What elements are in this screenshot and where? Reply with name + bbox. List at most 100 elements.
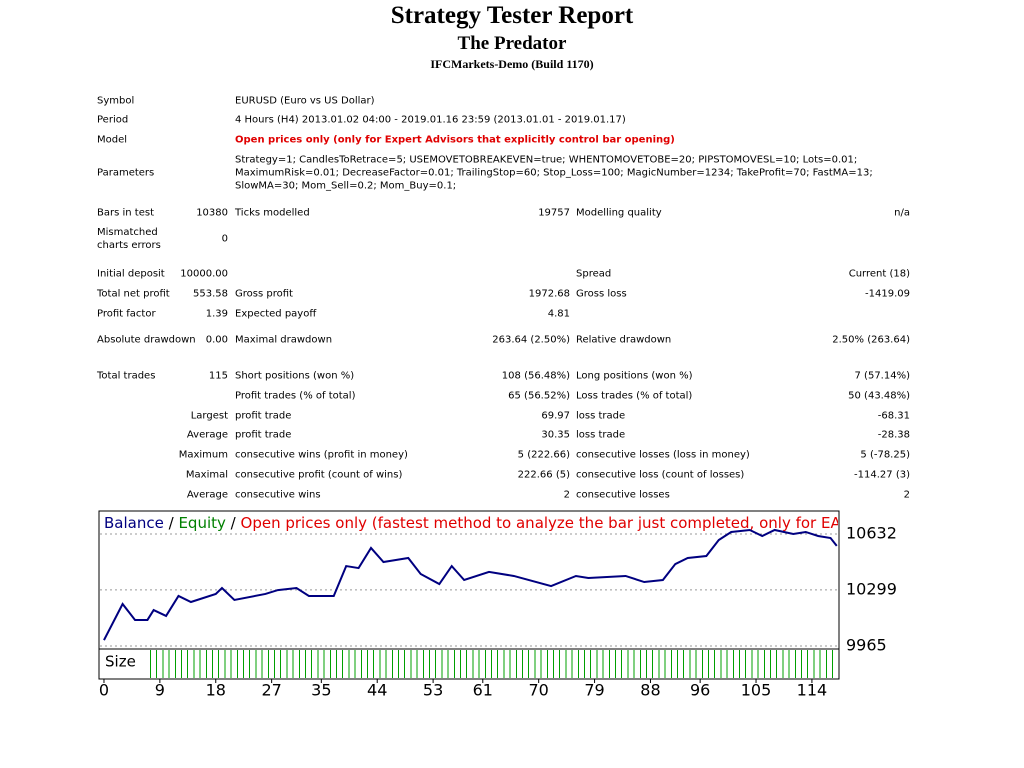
result-value: 1.39	[205, 308, 228, 320]
result-label: Short positions (won %)	[235, 370, 355, 382]
result-label: consecutive losses	[576, 489, 670, 501]
result-label: Profit factor	[97, 308, 156, 320]
x-tick-label: 44	[367, 681, 387, 700]
result-label: consecutive wins	[235, 489, 321, 501]
result-value: 553.58	[193, 288, 228, 300]
result-value: Maximum	[178, 449, 228, 461]
legend-separator: /	[169, 514, 175, 532]
result-label: Long positions (won %)	[576, 370, 693, 382]
result-label: Profit trades (% of total)	[235, 390, 356, 402]
x-tick-label: 79	[584, 681, 604, 700]
y-tick-label: 10299	[846, 579, 897, 598]
x-tick-label: 105	[741, 681, 772, 700]
x-tick-label: 114	[797, 681, 828, 700]
x-tick-label: 18	[206, 681, 226, 700]
result-value: 65 (56.52%)	[508, 390, 570, 402]
legend-model: Open prices only (fastest method to anal…	[241, 514, 884, 532]
result-label: Gross loss	[576, 288, 627, 300]
svg-text:Balance / Equity / Open prices: Balance / Equity / Open prices only (fas…	[104, 514, 884, 532]
result-value: 69.97	[541, 410, 570, 422]
setting-label: Parameters	[97, 167, 155, 179]
report-subtitle: The Predator	[457, 33, 567, 54]
result-label: Modelling quality	[576, 207, 662, 219]
result-label: Spread	[576, 268, 612, 280]
x-tick-label: 88	[640, 681, 660, 700]
result-value: 50 (43.48%)	[848, 390, 910, 402]
result-label: Ticks modelled	[235, 207, 310, 219]
x-tick-label: 9	[155, 681, 165, 700]
result-label: loss trade	[576, 410, 626, 422]
result-label: Bars in test	[97, 207, 154, 219]
result-value: 222.66 (5)	[517, 469, 570, 481]
result-label: Loss trades (% of total)	[576, 390, 693, 402]
setting-label: Symbol	[97, 95, 135, 107]
result-label: consecutive losses (loss in money)	[576, 449, 750, 461]
x-tick-label: 35	[311, 681, 331, 700]
result-value: -28.38	[877, 429, 910, 441]
result-value: Average	[186, 489, 228, 501]
x-tick-label: 96	[690, 681, 710, 700]
result-value: 10380	[196, 207, 228, 219]
result-value: -68.31	[877, 410, 910, 422]
x-tick-label: 61	[473, 681, 493, 700]
x-tick-label: 27	[261, 681, 281, 700]
result-label: Total trades	[97, 370, 156, 382]
result-value: 5 (-78.25)	[860, 449, 910, 461]
result-value: 2	[563, 489, 570, 501]
setting-value: 4 Hours (H4) 2013.01.02 04:00 - 2019.01.…	[235, 114, 626, 126]
result-value: 19757	[538, 207, 570, 219]
result-value: 4.81	[547, 308, 570, 320]
legend-equity: Equity	[178, 514, 226, 532]
legend-separator: /	[231, 514, 237, 532]
y-tick-label: 9965	[846, 635, 887, 654]
legend: Balance / Equity / Open prices only (fas…	[104, 514, 884, 532]
size-bars	[150, 650, 838, 678]
plot-frame	[98, 510, 840, 650]
setting-value: Strategy=1; CandlesToRetrace=5; USEMOVET…	[235, 154, 873, 192]
result-value: Maximal	[185, 469, 228, 481]
result-label: Relative drawdown	[576, 334, 672, 346]
result-label: consecutive loss (count of losses)	[576, 469, 745, 481]
result-value: 2	[903, 489, 910, 501]
result-label: profit trade	[235, 429, 292, 441]
setting-label: Period	[97, 114, 129, 126]
result-label: consecutive wins (profit in money)	[235, 449, 408, 461]
result-value: n/a	[894, 207, 910, 219]
result-value: 1972.68	[528, 288, 570, 300]
result-value: 263.64 (2.50%)	[492, 334, 570, 346]
result-value: Largest	[190, 410, 228, 422]
setting-value: Open prices only (only for Expert Adviso…	[235, 134, 675, 146]
result-label: profit trade	[235, 410, 292, 422]
legend-balance: Balance	[104, 514, 164, 532]
result-value: 10000.00	[180, 268, 228, 280]
result-label: Maximal drawdown	[235, 334, 333, 346]
size-frame	[98, 648, 840, 680]
result-value: Average	[186, 429, 228, 441]
result-label: Total net profit	[97, 288, 170, 300]
balance-line	[103, 528, 838, 641]
result-value: 30.35	[541, 429, 570, 441]
result-value: 0.00	[205, 334, 228, 346]
result-label: loss trade	[576, 429, 626, 441]
result-label: Initial deposit	[97, 268, 165, 280]
size-label: Size	[105, 653, 136, 671]
result-label: consecutive profit (count of wins)	[235, 469, 403, 481]
report-title: Strategy Tester Report	[390, 2, 634, 29]
result-value: -1419.09	[865, 288, 910, 300]
result-value: -114.27 (3)	[854, 469, 910, 481]
setting-label: Model	[97, 134, 128, 146]
result-label: Mismatched charts errors	[97, 227, 161, 251]
x-tick-label: 70	[528, 681, 548, 700]
result-value: 0	[221, 233, 228, 245]
x-tick-label: 53	[423, 681, 443, 700]
result-value: Current (18)	[848, 268, 910, 280]
result-label: Absolute drawdown	[97, 334, 196, 346]
setting-value: EURUSD (Euro vs US Dollar)	[235, 95, 375, 107]
result-value: 5 (222.66)	[517, 449, 570, 461]
result-label: Gross profit	[235, 288, 293, 300]
result-value: 2.50% (263.64)	[832, 334, 910, 346]
result-label: Expected payoff	[235, 308, 317, 320]
y-tick-label: 10632	[846, 523, 897, 542]
